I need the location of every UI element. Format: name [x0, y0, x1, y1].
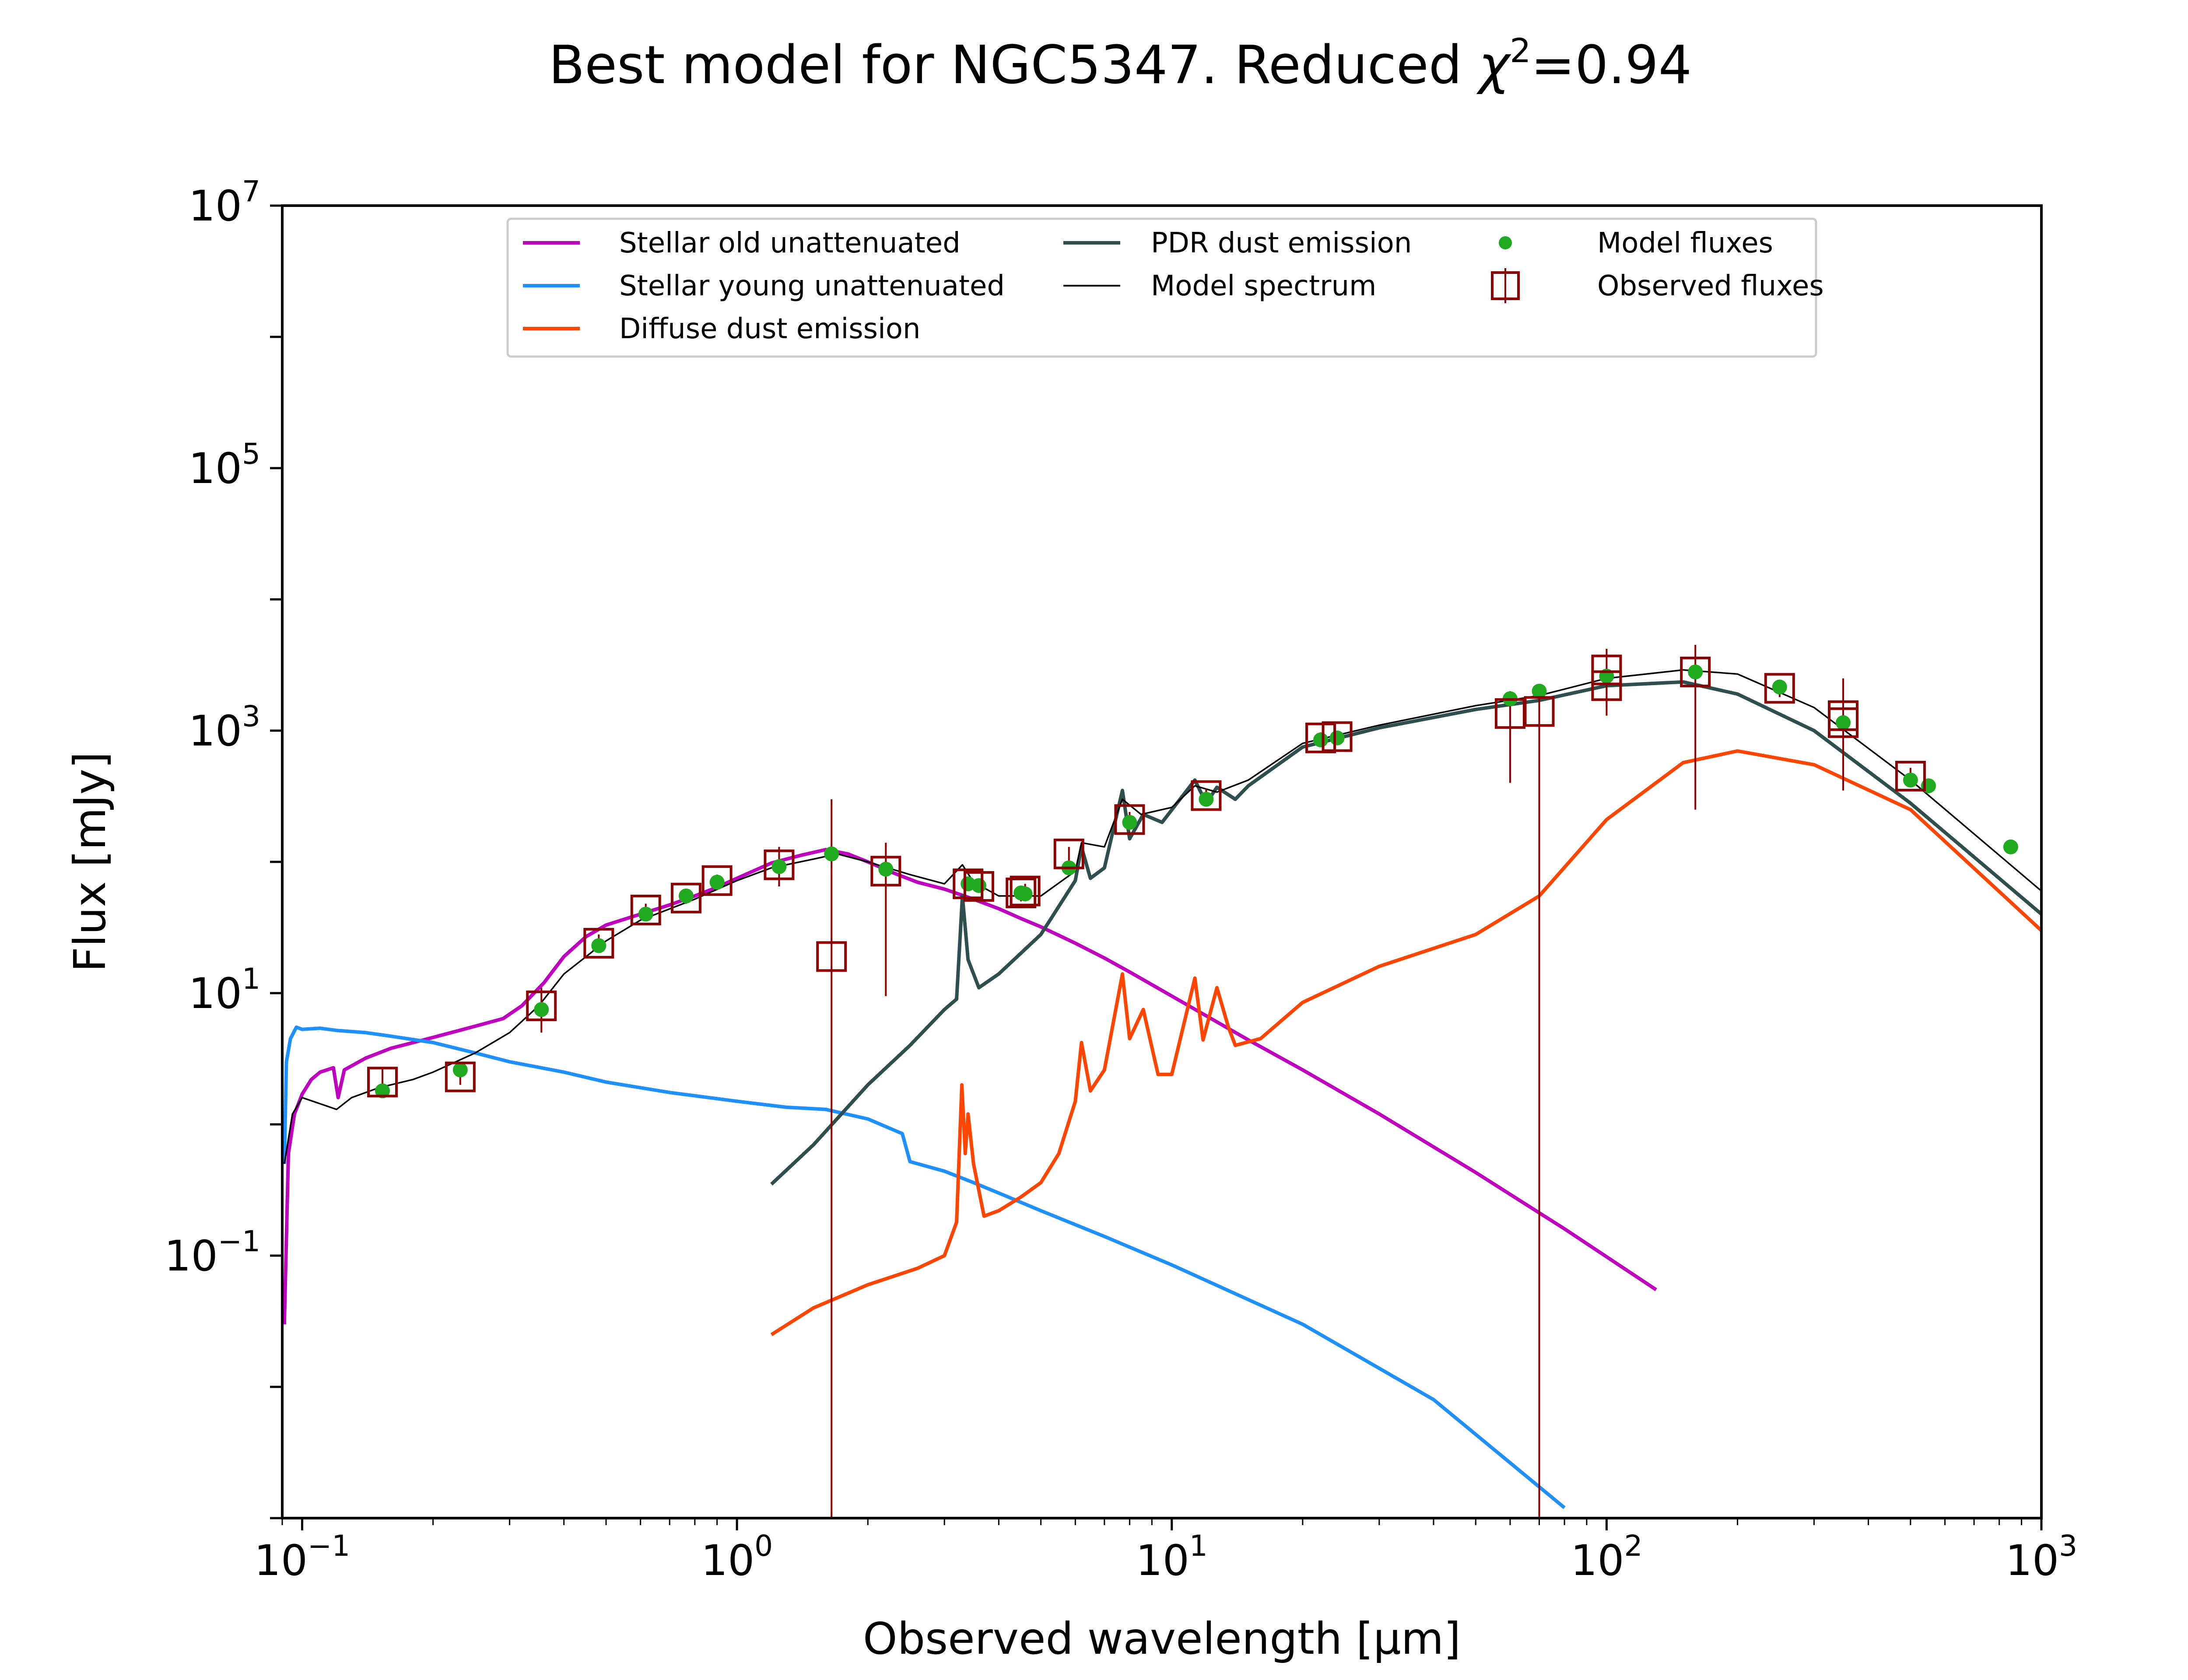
- y-tick-label: 107: [189, 175, 260, 231]
- legend-label-model-spectrum: Model spectrum: [1151, 270, 1376, 302]
- title-suffix: =0.94: [1531, 35, 1692, 96]
- legend: Stellar old unattenuated Stellar young un…: [506, 217, 1824, 358]
- model-fluxes-point: [824, 846, 839, 861]
- title-prefix: Best model for NGC5347. Reduced: [549, 35, 1479, 96]
- observed-fluxes-marker: [630, 895, 661, 925]
- pdr-dust-emission-line: [770, 680, 2041, 1186]
- legend-label-pdr-dust-emission: PDR dust emission: [1151, 227, 1412, 259]
- observed-fluxes-marker: [1591, 670, 1622, 701]
- title-exponent: 2: [1510, 31, 1531, 70]
- observed-fluxes-marker: [764, 849, 795, 880]
- legend-label-stellar-young-unattenuated: Stellar young unattenuated: [619, 270, 1005, 302]
- model-fluxes-point: [771, 859, 787, 874]
- diffuse-dust-emission-line: [770, 749, 2041, 1336]
- model-fluxes-point: [678, 888, 694, 903]
- observed-fluxes-marker: [1764, 673, 1795, 704]
- observed-fluxes-marker: [1114, 804, 1145, 835]
- observed-fluxes-marker: [1010, 875, 1041, 906]
- x-tick-label: 100: [701, 1529, 773, 1585]
- model-fluxes-point: [1903, 773, 1918, 788]
- y-axis-label: Flux [mJy]: [64, 752, 116, 972]
- chart-title: Best model for NGC5347. Reduced χ2=0.94: [549, 31, 1692, 96]
- observed-fluxes-marker: [1191, 780, 1222, 811]
- model-fluxes-point: [1122, 815, 1137, 830]
- x-axis-label: Observed wavelength [μm]: [863, 1613, 1461, 1664]
- observed-fluxes-marker: [701, 865, 733, 896]
- observed-fluxes-marker: [1591, 654, 1622, 686]
- model-fluxes-point: [1017, 886, 1033, 902]
- model-fluxes-point: [1329, 730, 1345, 746]
- observed-fluxes-marker: [953, 868, 984, 900]
- model-fluxes-point: [1313, 732, 1328, 748]
- model-fluxes-point: [591, 938, 607, 953]
- observed-fluxes-marker: [1828, 707, 1858, 738]
- observed-fluxes-marker: [526, 990, 557, 1022]
- plot-area: [282, 645, 2041, 1518]
- observed-fluxes-marker: [816, 941, 847, 972]
- legend-label-observed-fluxes: Observed fluxes: [1597, 270, 1824, 302]
- legend-box: [506, 217, 1817, 358]
- model-fluxes-point: [638, 906, 653, 922]
- model-fluxes-point: [1688, 664, 1703, 679]
- y-tick-label: 10−1: [165, 1225, 260, 1281]
- y-tick-label: 103: [189, 700, 260, 756]
- legend-label-stellar-old-unattenuated: Stellar old unattenuated: [619, 227, 961, 259]
- observed-fluxes-marker: [1895, 761, 1926, 791]
- observed-fluxes-marker: [870, 856, 901, 887]
- observed-fluxes-marker: [1680, 656, 1711, 687]
- observed-fluxes-marker: [367, 1067, 398, 1098]
- legend-swatch-model-fluxes: [1499, 236, 1512, 249]
- observed-fluxes-marker: [1053, 838, 1084, 869]
- observed-fluxes-marker: [583, 928, 614, 959]
- x-tick-label: 102: [1571, 1529, 1642, 1585]
- title-chi-symbol: χ: [1476, 35, 1511, 96]
- model-fluxes-point: [375, 1083, 390, 1099]
- model-fluxes-point: [1836, 715, 1851, 730]
- observed-fluxes-marker: [1524, 696, 1555, 727]
- model-fluxes-point: [709, 875, 725, 890]
- y-tick-label: 105: [189, 437, 260, 493]
- model-fluxes-point: [452, 1062, 468, 1078]
- model-fluxes-point: [1199, 791, 1214, 807]
- stellar-old-unattenuated-line: [282, 848, 1657, 1324]
- y-tick-label: 101: [189, 962, 260, 1018]
- x-tick-label: 10−1: [254, 1529, 350, 1585]
- model-fluxes-point: [2003, 839, 2018, 854]
- x-tick-label: 103: [2006, 1529, 2077, 1585]
- observed-fluxes-marker: [963, 871, 994, 902]
- model-fluxes-point: [878, 861, 894, 877]
- observed-fluxes-marker: [670, 882, 701, 914]
- legend-label-model-fluxes: Model fluxes: [1597, 227, 1773, 259]
- model-fluxes-point: [534, 1002, 549, 1017]
- observed-fluxes-marker: [1322, 721, 1353, 752]
- axis-ticks: 10−1 100 101 102 103 10−1 101 103 105 107: [165, 175, 2078, 1585]
- observed-fluxes-marker: [445, 1061, 476, 1092]
- data-points: [367, 654, 2018, 1099]
- observed-fluxes-marker: [1305, 722, 1336, 753]
- model-fluxes-point: [1772, 679, 1787, 695]
- model-fluxes-point: [971, 878, 986, 893]
- series-lines: [282, 669, 2041, 1509]
- x-tick-label: 101: [1136, 1529, 1208, 1585]
- legend-label-diffuse-dust-emission: Diffuse dust emission: [619, 313, 920, 345]
- stellar-young-unattenuated-line: [282, 1025, 1566, 1509]
- model-fluxes-point: [1532, 683, 1547, 699]
- observed-fluxes-marker: [1006, 878, 1037, 908]
